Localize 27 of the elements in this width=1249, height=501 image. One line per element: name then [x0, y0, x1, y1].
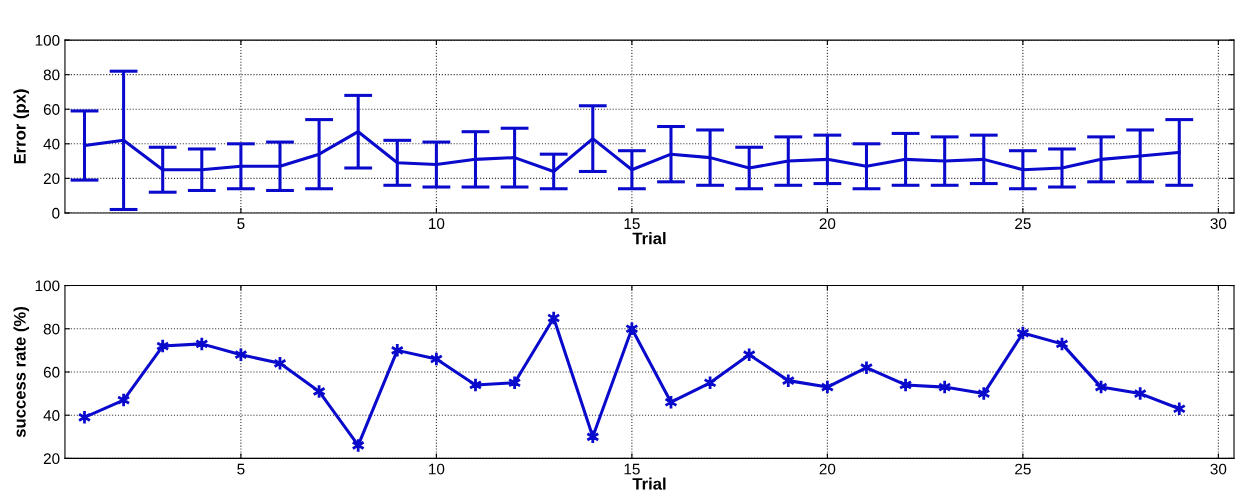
- x-tick-label: 25: [1015, 218, 1031, 230]
- y-tick-label: 20: [43, 453, 60, 465]
- x-tick-label: 20: [819, 463, 836, 475]
- x-tick-label: 20: [819, 218, 836, 230]
- x-tick-label: 10: [429, 218, 445, 230]
- y-tick-label: 40: [43, 138, 60, 150]
- y-tick-label: 80: [43, 69, 60, 81]
- x-tick-label: 10: [429, 463, 445, 475]
- x-tick-label: 30: [1210, 463, 1227, 475]
- y-tick-label: 0: [52, 207, 60, 219]
- y-axis-title: success rate (%): [13, 307, 30, 438]
- x-axis-title: Trial: [632, 477, 666, 490]
- x-tick-label: 15: [624, 218, 640, 230]
- x-tick-label: 5: [237, 463, 245, 475]
- x-tick-label: 30: [1210, 218, 1227, 230]
- x-tick-label: 5: [237, 218, 245, 230]
- x-tick-label: 15: [624, 463, 640, 475]
- y-tick-label: 60: [43, 104, 60, 115]
- y-tick-label: 100: [35, 280, 60, 292]
- y-tick-label: 40: [43, 410, 60, 421]
- x-tick-label: 25: [1015, 463, 1031, 475]
- y-tick-label: 100: [35, 34, 60, 46]
- x-axis-title: Trial: [632, 232, 666, 245]
- y-tick-label: 80: [43, 323, 60, 335]
- y-axis-title: Error (px): [13, 89, 30, 164]
- y-tick-label: 20: [43, 173, 60, 185]
- y-tick-label: 60: [43, 366, 60, 378]
